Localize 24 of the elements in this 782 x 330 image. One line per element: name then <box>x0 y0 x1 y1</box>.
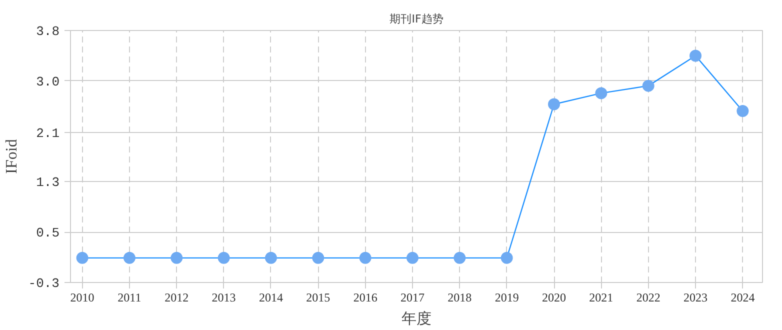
x-tick-label: 2022 <box>636 290 660 304</box>
x-tick-label: 2012 <box>164 290 189 304</box>
x-axis-title: 年度 <box>402 310 432 328</box>
x-tick-label: 2024 <box>730 290 755 304</box>
y-tick-label: 3.0 <box>36 74 60 90</box>
x-tick-label: 2010 <box>70 290 94 304</box>
x-tick-label: 2011 <box>118 290 142 304</box>
y-tick-label: 0.5 <box>36 226 60 241</box>
x-tick-label: 2023 <box>684 290 708 304</box>
x-tick-label: 2013 <box>212 290 236 304</box>
y-tick-label: 2.1 <box>36 126 60 142</box>
x-tick-label: 2017 <box>400 290 424 304</box>
y-axis-title: IFoid <box>3 139 20 174</box>
y-tick-label: 3.8 <box>36 24 60 39</box>
x-tick-label: 2014 <box>258 290 283 304</box>
chart-title: 期刊IF趋势 <box>390 12 444 26</box>
x-tick-label: 2020 <box>542 290 566 304</box>
y-tick-label: 1.3 <box>36 175 60 190</box>
x-tick-label: 2016 <box>353 290 378 304</box>
x-tick-label: 2019 <box>494 290 519 304</box>
x-tick-label: 2015 <box>306 290 330 304</box>
x-tick-label: 2021 <box>589 290 614 304</box>
y-tick-label: -0.3 <box>28 276 60 291</box>
x-tick-label: 2018 <box>448 290 472 304</box>
